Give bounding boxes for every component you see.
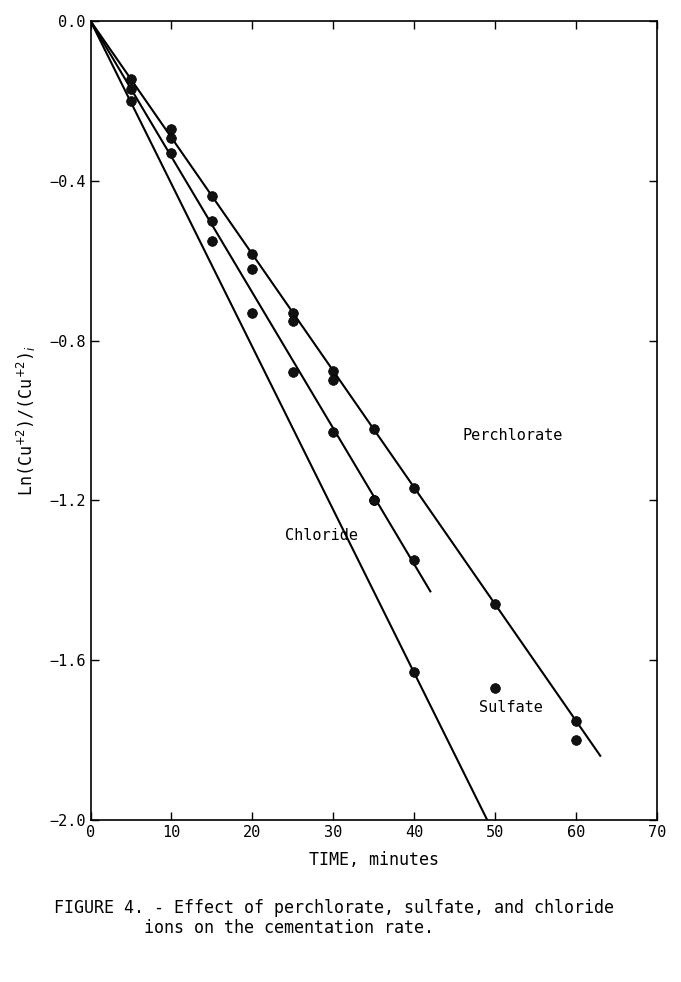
Y-axis label: Ln(Cu$^{+2}$)/(Cu$^{+2}$)$_i$: Ln(Cu$^{+2}$)/(Cu$^{+2}$)$_i$ [15,345,38,496]
Text: Perchlorate: Perchlorate [462,428,563,444]
Text: FIGURE 4. - Effect of perchlorate, sulfate, and chloride
         ions on the ce: FIGURE 4. - Effect of perchlorate, sulfa… [54,899,614,938]
Text: Sulfate: Sulfate [479,700,543,715]
X-axis label: TIME, minutes: TIME, minutes [308,850,439,869]
Text: Chloride: Chloride [285,528,358,543]
